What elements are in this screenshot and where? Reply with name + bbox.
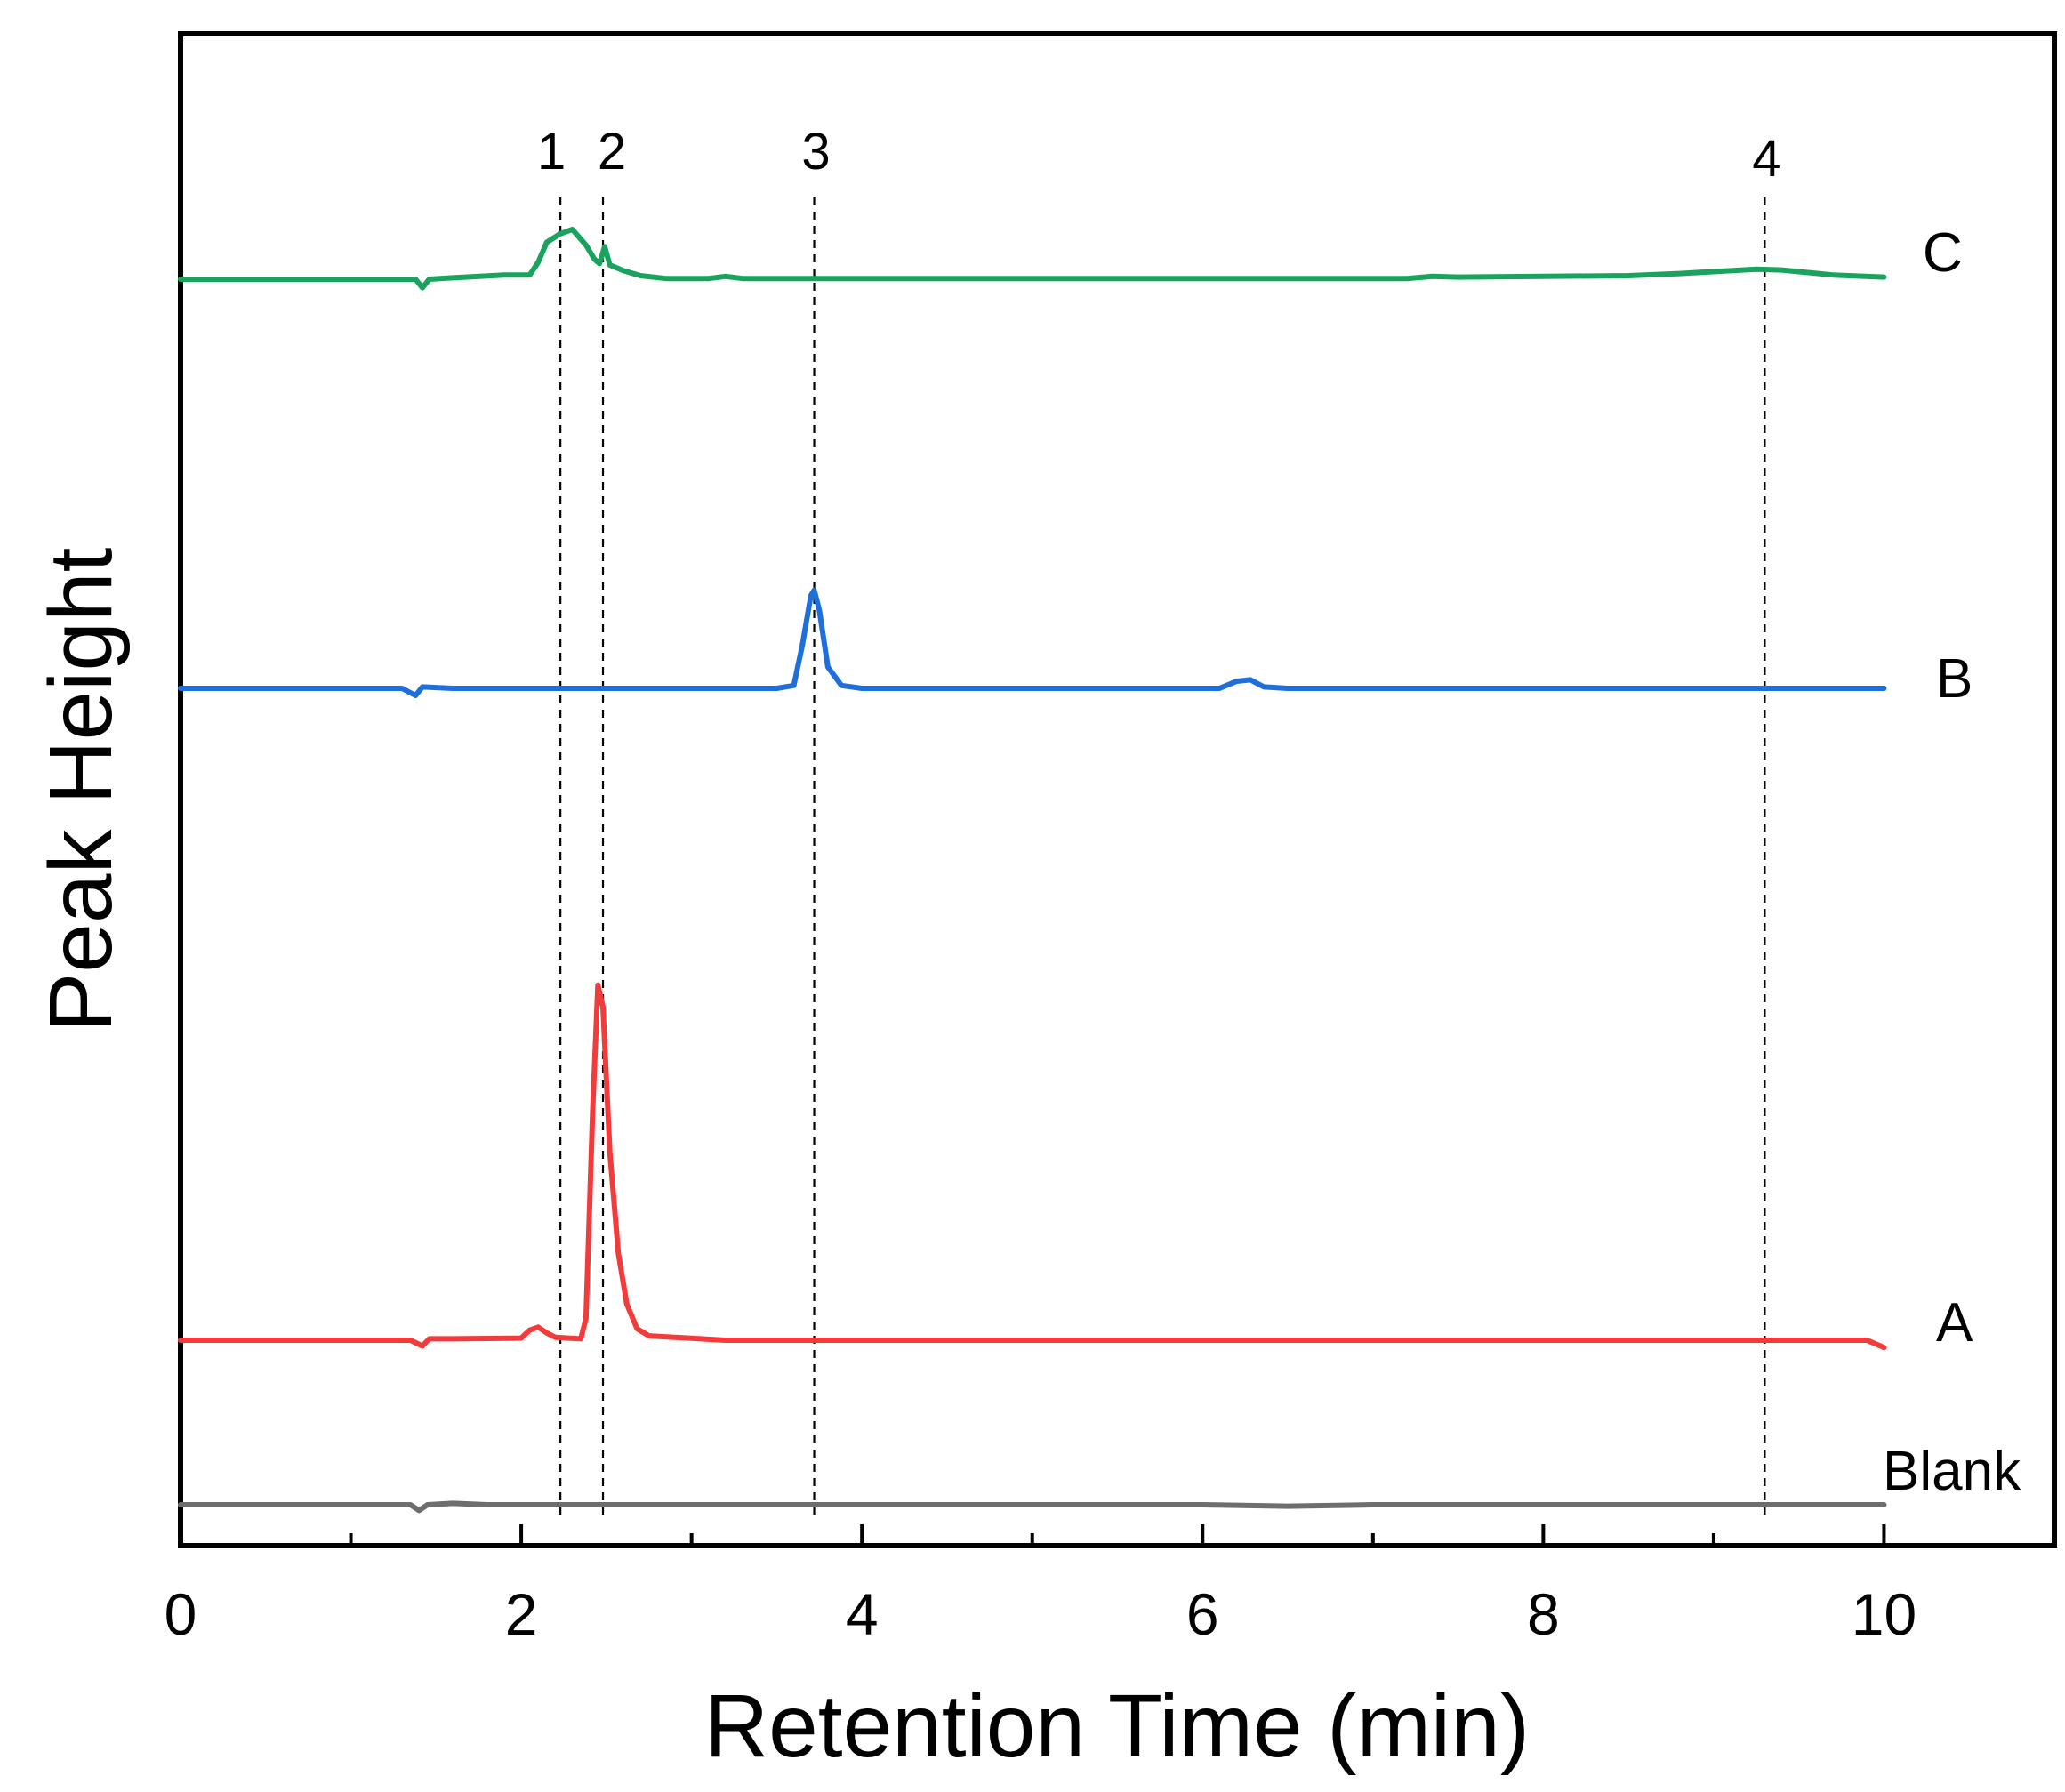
- x-axis-ticks: [179, 1524, 2056, 1546]
- plot-frame: [178, 31, 2057, 1548]
- x-tick-label: 6: [1186, 1581, 1219, 1647]
- y-axis-title: Peak Height: [31, 547, 131, 1032]
- trace-a: [178, 982, 1887, 1351]
- chromatogram-traces: [178, 227, 1887, 1514]
- marker-label-1: 1: [537, 123, 566, 181]
- series-label-blank: Blank: [1883, 1441, 2021, 1502]
- x-tick-label: 0: [165, 1581, 197, 1647]
- series-label-b: B: [1936, 648, 1973, 710]
- x-tick-label: 2: [505, 1581, 538, 1647]
- trace-c: [178, 227, 1887, 291]
- marker-label-4: 4: [1752, 130, 1780, 188]
- marker-label-2: 2: [598, 123, 626, 181]
- x-tick-label: 8: [1527, 1581, 1560, 1647]
- series-label-a: A: [1936, 1292, 1973, 1354]
- x-tick-label: 10: [1852, 1581, 1916, 1647]
- x-tick-label: 4: [846, 1581, 879, 1647]
- x-axis-title: Retention Time (min): [704, 1676, 1530, 1776]
- series-labels: C B A Blank: [1883, 222, 2021, 1502]
- marker-label-3: 3: [801, 123, 830, 181]
- x-tick-labels: 0 2 4 6 8 10: [165, 1581, 1917, 1647]
- trace-blank: [178, 1500, 1887, 1514]
- series-label-c: C: [1923, 222, 1963, 284]
- trace-b: [178, 587, 1887, 698]
